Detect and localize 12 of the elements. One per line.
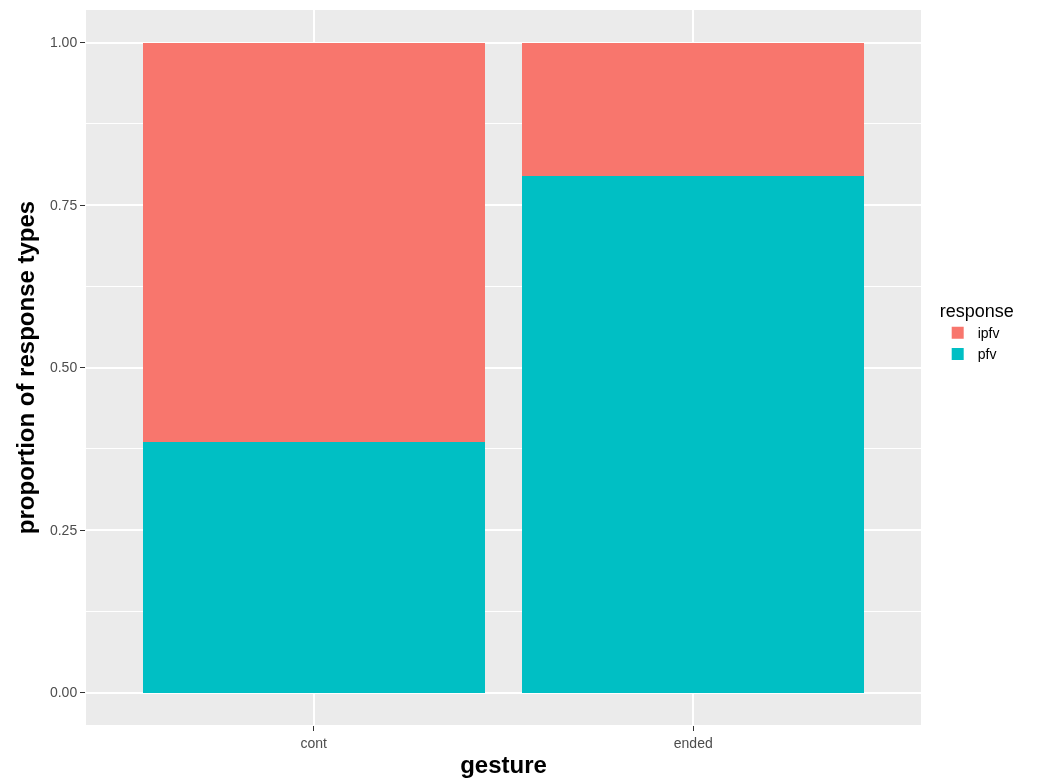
y-tick-label: 0.00 <box>49 684 78 701</box>
y-axis-title: proportion of response types <box>12 200 40 535</box>
legend-label: pfv <box>977 346 997 363</box>
legend-label: ipfv <box>977 325 1000 342</box>
y-tick-label: 0.25 <box>49 521 78 538</box>
y-tick-label: 0.75 <box>49 196 78 213</box>
legend-title: response <box>939 301 1014 322</box>
y-tick-label: 1.00 <box>49 34 78 51</box>
x-tick-label: cont <box>300 734 328 751</box>
y-tick-label: 0.50 <box>49 359 78 376</box>
x-axis-title: gesture <box>460 751 547 779</box>
x-tick-label: ended <box>673 734 713 751</box>
